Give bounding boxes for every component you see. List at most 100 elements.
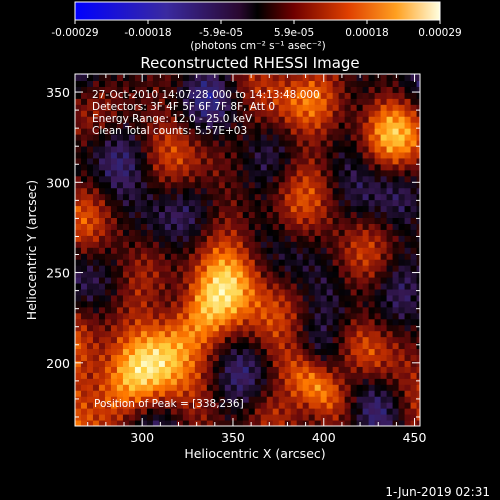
heatmap-cell [260,330,268,338]
heatmap-cell [170,116,178,123]
heatmap-cell [200,372,208,379]
heatmap-cell [392,390,400,397]
heatmap-cell [266,288,274,296]
heatmap-cell [176,86,184,93]
heatmap-cell [386,241,394,248]
heatmap-cell [164,80,172,87]
heatmap-cell [278,217,286,224]
heatmap-cell [86,342,94,350]
heatmap-cell [290,163,298,171]
heatmap-cell [284,122,292,129]
heatmap-cell [200,92,208,99]
heatmap-cell [320,169,328,177]
heatmap-cell [242,169,250,177]
heatmap-cell [164,157,172,165]
heatmap-cell [206,396,214,403]
heatmap-cell [230,223,238,230]
heatmap-cell [314,175,322,183]
heatmap-cell [206,366,214,373]
heatmap-cell [206,122,214,129]
heatmap-cell [362,283,370,290]
heatmap-cell [92,259,100,266]
heatmap-cell [380,175,388,183]
heatmap-cell [152,175,160,183]
heatmap-cell [242,408,250,415]
heatmap-cell [75,354,82,361]
heatmap-cell [236,265,244,272]
heatmap-cell [224,146,232,153]
heatmap-cell [75,80,82,87]
heatmap-cell [152,157,160,165]
heatmap-cell [224,420,232,427]
heatmap-cell [320,336,328,344]
heatmap-cell [110,151,118,159]
heatmap-cell [362,211,370,219]
heatmap-cell [146,181,154,189]
heatmap-cell [290,74,298,81]
heatmap-cell [206,157,214,165]
y-axis-tick-label: 250 [46,266,70,281]
heatmap-cell [134,151,142,159]
heatmap-cell [392,211,400,219]
heatmap-cell [98,414,106,421]
heatmap-cell [320,181,328,189]
heatmap-cell [284,283,292,290]
heatmap-cell [206,175,214,183]
heatmap-cell [278,193,286,201]
heatmap-cell [350,378,358,385]
heatmap-cell [260,283,268,290]
heatmap-cell [188,408,196,415]
heatmap-cell [386,360,394,367]
heatmap-cell [284,277,292,284]
heatmap-cell [164,402,172,409]
heatmap-cell [182,277,190,284]
heatmap-cell [194,175,202,183]
heatmap-cell [116,265,124,272]
heatmap-cell [254,223,262,230]
heatmap-cell [260,336,268,344]
heatmap-cell [194,294,202,302]
heatmap-cell [314,396,322,403]
heatmap-cell [296,98,304,105]
heatmap-cell [200,187,208,195]
heatmap-cell [272,199,280,207]
heatmap-cell [308,205,316,213]
heatmap-cell [75,408,82,415]
heatmap-cell [248,92,256,99]
heatmap-cell [242,253,250,260]
heatmap-cell [410,199,418,207]
heatmap-cell [320,86,328,93]
heatmap-cell [404,306,412,314]
heatmap-cell [410,116,418,123]
heatmap-cell [98,348,106,356]
heatmap-cell [146,396,154,403]
heatmap-cell [188,157,196,165]
heatmap-cell [80,104,88,111]
heatmap-cell [332,366,340,373]
heatmap-cell [170,408,178,415]
heatmap-cell [320,163,328,171]
heatmap-cell [224,324,232,332]
heatmap-cell [128,360,136,367]
heatmap-cell [362,104,370,111]
heatmap-cell [164,193,172,201]
heatmap-cell [224,181,232,189]
heatmap-cell [344,146,352,153]
heatmap-cell [230,104,238,111]
heatmap-cell [128,157,136,165]
heatmap-cell [212,128,220,135]
heatmap-cell [248,294,256,302]
heatmap-cell [110,146,118,153]
heatmap-cell [116,300,124,308]
heatmap-cell [266,306,274,314]
heatmap-cell [92,80,100,87]
heatmap-cell [332,324,340,332]
heatmap-cell [386,283,394,290]
heatmap-cell [296,378,304,385]
heatmap-cell [266,253,274,260]
heatmap-cell [218,169,226,177]
heatmap-cell [75,157,82,165]
heatmap-cell [218,122,226,129]
heatmap-cell [104,199,112,207]
heatmap-cell [92,330,100,338]
